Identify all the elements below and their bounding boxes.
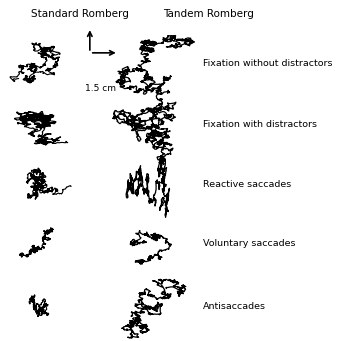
Text: Tandem Romberg: Tandem Romberg (163, 9, 254, 18)
Text: Fixation without distractors: Fixation without distractors (203, 59, 333, 68)
Text: Antisaccades: Antisaccades (203, 302, 266, 311)
Text: Reactive saccades: Reactive saccades (203, 180, 292, 189)
Text: Standard Romberg: Standard Romberg (31, 9, 128, 18)
Text: 1.5 cm: 1.5 cm (84, 84, 116, 92)
Text: Voluntary saccades: Voluntary saccades (203, 239, 296, 248)
Text: Fixation with distractors: Fixation with distractors (203, 120, 317, 129)
